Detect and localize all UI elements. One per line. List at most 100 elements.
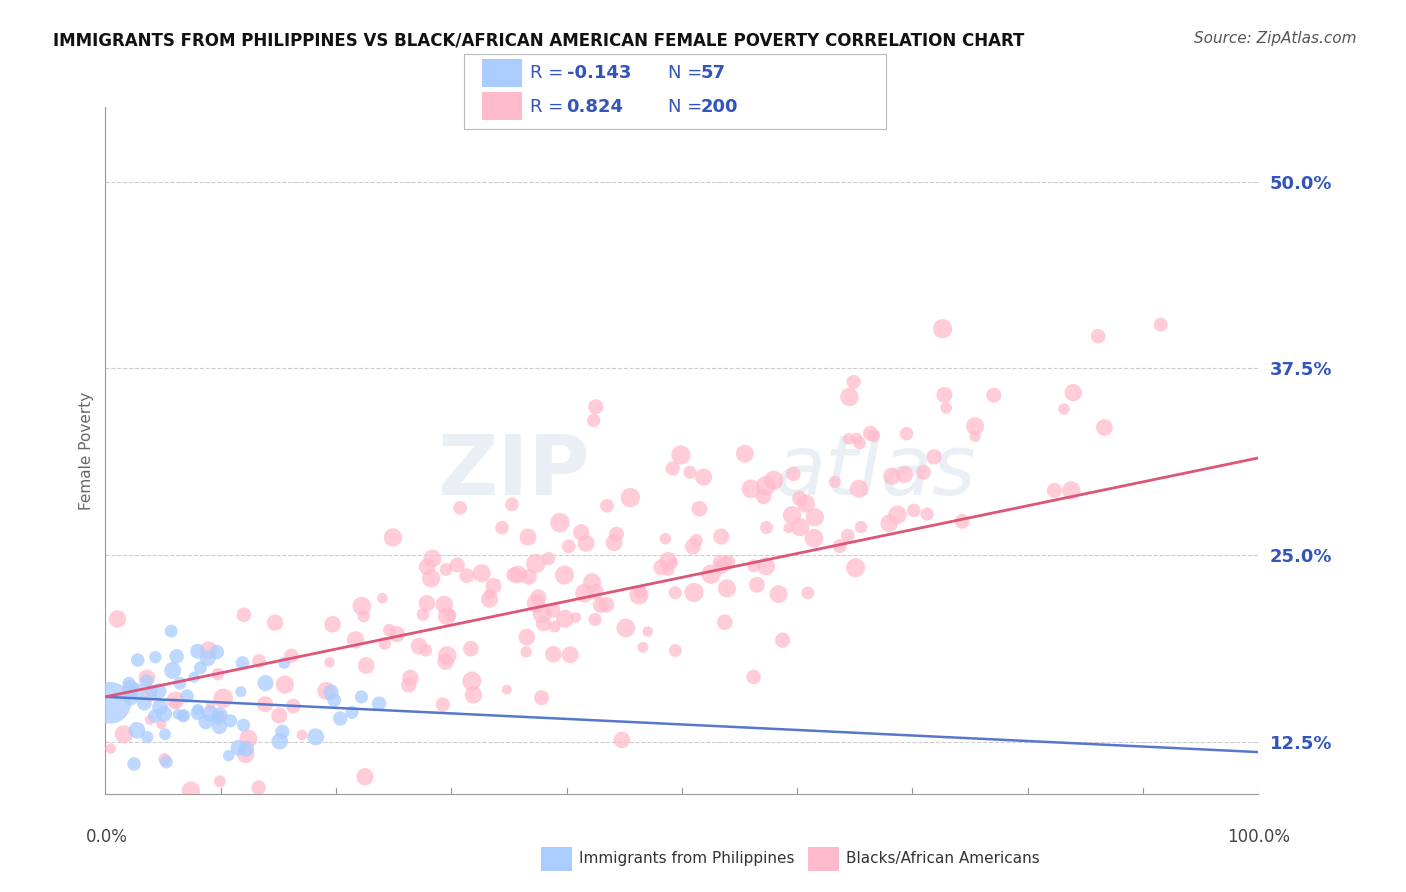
- Point: [463, 688, 485, 702]
- Point: [180, 783, 202, 797]
- Point: [446, 558, 468, 572]
- Point: [838, 432, 860, 446]
- Point: [125, 684, 148, 698]
- Point: [198, 706, 221, 721]
- Point: [208, 720, 231, 734]
- Point: [554, 612, 576, 626]
- Point: [125, 723, 148, 738]
- Point: [1060, 483, 1083, 498]
- Point: [610, 733, 633, 747]
- Point: [772, 633, 794, 648]
- Point: [148, 844, 170, 858]
- Point: [381, 530, 404, 544]
- Point: [692, 470, 714, 484]
- Point: [235, 747, 257, 762]
- Point: [205, 645, 228, 659]
- Point: [560, 648, 582, 662]
- Point: [533, 616, 555, 631]
- Point: [461, 674, 484, 689]
- Point: [1150, 318, 1173, 332]
- Point: [965, 419, 987, 434]
- Point: [319, 685, 342, 699]
- Point: [139, 684, 162, 698]
- Point: [207, 710, 229, 724]
- Point: [716, 582, 738, 596]
- Point: [269, 734, 291, 748]
- Point: [219, 714, 242, 728]
- Point: [176, 689, 198, 703]
- Point: [254, 676, 277, 690]
- Point: [503, 567, 526, 582]
- Point: [931, 322, 953, 336]
- Point: [305, 730, 328, 744]
- Point: [120, 681, 142, 696]
- Point: [595, 598, 617, 612]
- Point: [385, 627, 408, 641]
- Point: [603, 535, 626, 549]
- Point: [880, 469, 903, 483]
- Point: [208, 774, 231, 789]
- Point: [207, 667, 229, 681]
- Point: [247, 780, 270, 795]
- Point: [631, 640, 654, 655]
- Point: [264, 615, 287, 630]
- Point: [582, 413, 605, 427]
- Point: [449, 500, 471, 515]
- Point: [848, 436, 870, 450]
- Point: [789, 491, 811, 506]
- Text: 100.0%: 100.0%: [1227, 828, 1289, 846]
- Point: [478, 592, 501, 607]
- Point: [762, 473, 785, 487]
- Point: [122, 807, 145, 822]
- Point: [495, 682, 517, 697]
- Point: [596, 499, 619, 513]
- Text: ZIP: ZIP: [437, 431, 589, 512]
- Point: [274, 677, 297, 691]
- Point: [139, 713, 162, 727]
- Point: [471, 566, 494, 581]
- Point: [912, 465, 935, 479]
- Point: [657, 563, 679, 577]
- Point: [688, 501, 710, 516]
- Point: [434, 655, 457, 669]
- Point: [581, 575, 603, 590]
- Point: [664, 585, 686, 599]
- Point: [408, 639, 430, 653]
- Point: [935, 401, 957, 415]
- Point: [859, 426, 882, 441]
- Point: [356, 658, 378, 673]
- Point: [354, 770, 377, 784]
- Point: [273, 656, 295, 670]
- Point: [254, 697, 277, 711]
- Point: [232, 607, 254, 622]
- Point: [460, 641, 482, 656]
- Point: [197, 651, 219, 665]
- Point: [553, 568, 575, 582]
- Point: [127, 653, 149, 667]
- Point: [845, 432, 868, 446]
- Point: [350, 599, 373, 613]
- Point: [344, 632, 367, 647]
- Point: [422, 551, 444, 566]
- Text: Immigrants from Philippines: Immigrants from Philippines: [579, 851, 794, 865]
- Point: [169, 676, 191, 690]
- Point: [780, 508, 803, 523]
- Point: [368, 697, 391, 711]
- Point: [886, 508, 908, 522]
- Y-axis label: Female Poverty: Female Poverty: [79, 392, 94, 509]
- Point: [208, 708, 231, 723]
- Point: [238, 731, 260, 746]
- Point: [585, 400, 607, 414]
- Point: [187, 644, 209, 658]
- Point: [173, 708, 195, 723]
- Point: [378, 624, 401, 638]
- Point: [416, 596, 439, 610]
- Point: [501, 497, 523, 511]
- Point: [650, 560, 672, 574]
- Point: [896, 426, 918, 441]
- Point: [117, 805, 139, 820]
- Point: [657, 554, 679, 568]
- Point: [197, 643, 219, 657]
- Point: [548, 516, 571, 530]
- Point: [398, 678, 420, 692]
